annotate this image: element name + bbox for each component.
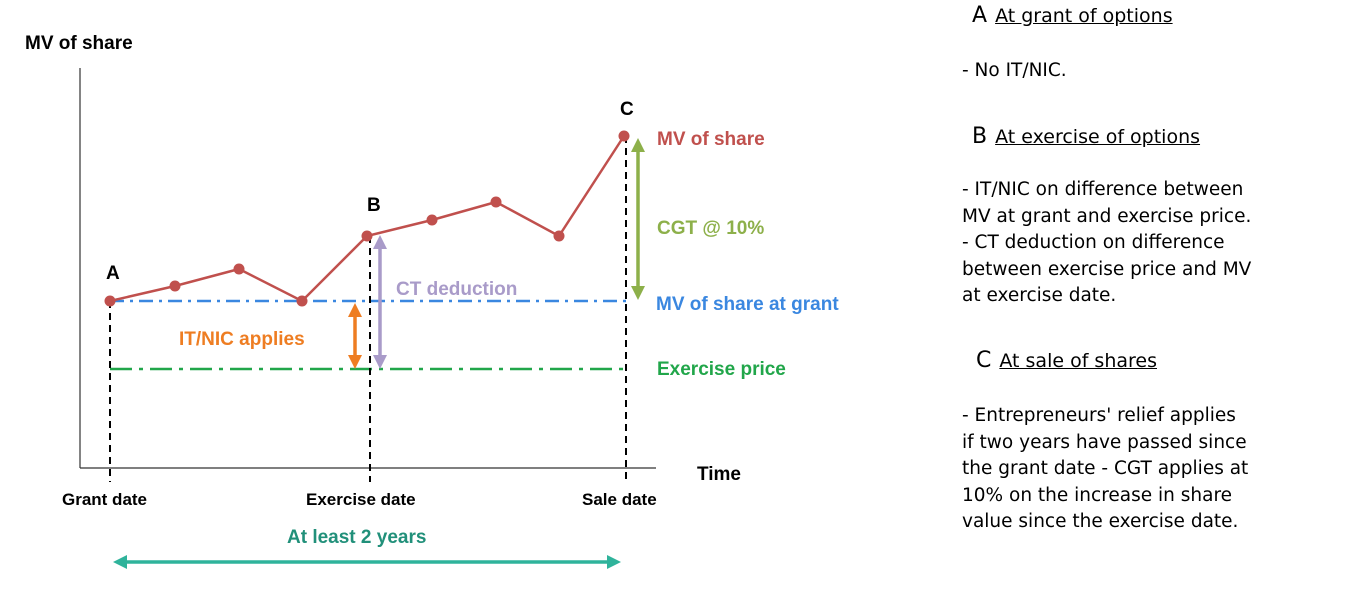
share-price-points (104, 130, 630, 307)
sale-date-label: Sale date (582, 490, 657, 509)
share-price-point (296, 295, 308, 307)
section-c-letter: C (976, 348, 992, 373)
section-a-heading: A At grant of options (972, 3, 1173, 28)
share-price-point (233, 263, 245, 275)
section-a-title: At grant of options (995, 5, 1173, 27)
grant-date-label: Grant date (62, 490, 147, 509)
section-b-letter: B (972, 124, 988, 149)
share-price-point (361, 230, 373, 242)
it-nic-label: IT/NIC applies (179, 329, 305, 350)
share-price-point (490, 196, 502, 208)
share-price-point (104, 295, 116, 307)
x-axis-label: Time (697, 464, 741, 485)
ct-deduction-label: CT deduction (396, 279, 517, 300)
section-b-heading: B At exercise of options (972, 124, 1200, 149)
share-price-point (553, 230, 565, 242)
mv-share-label: MV of share (657, 129, 765, 150)
section-c-text: - Entrepreneurs' relief applies if two y… (962, 405, 1249, 532)
point-label-c: C (620, 99, 634, 120)
section-a-text: - No IT/NIC. (962, 60, 1067, 81)
share-price-point (426, 214, 438, 226)
section-b-title: At exercise of options (995, 126, 1201, 148)
y-axis-label: MV of share (25, 33, 133, 54)
share-price-line (109, 135, 626, 303)
share-price-point (169, 280, 181, 292)
cgt-label: CGT @ 10% (657, 218, 764, 239)
point-label-a: A (106, 263, 120, 284)
exercise-date-label: Exercise date (306, 490, 416, 509)
share-price-point (618, 130, 630, 142)
section-c-title: At sale of shares (999, 350, 1157, 372)
section-b-text: - IT/NIC on difference between MV at gra… (962, 179, 1252, 306)
duration-label: At least 2 years (287, 527, 426, 548)
point-label-b: B (367, 195, 381, 216)
section-a-letter: A (972, 3, 988, 28)
mv-at-grant-label: MV of share at grant (656, 294, 839, 315)
exercise-price-label: Exercise price (657, 359, 786, 380)
section-c-heading: C At sale of shares (976, 348, 1157, 373)
options-timeline-diagram: MV of share Time A B C CGT @ 10% CT dedu… (25, 33, 839, 569)
